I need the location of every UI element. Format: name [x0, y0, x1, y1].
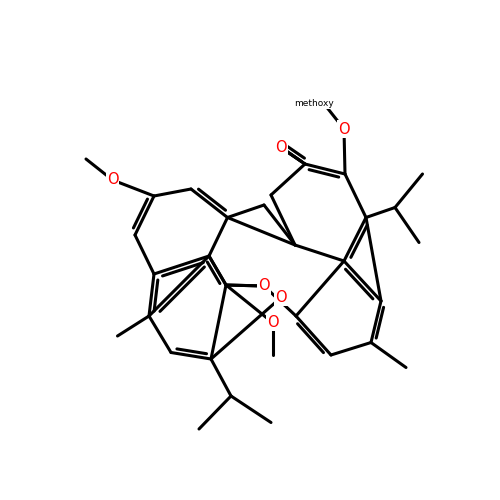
Text: O: O: [106, 172, 118, 188]
Text: O: O: [338, 122, 350, 136]
Text: O: O: [275, 140, 287, 155]
Text: O: O: [275, 140, 287, 155]
Text: O: O: [338, 122, 350, 136]
Text: O: O: [258, 278, 270, 293]
Text: O: O: [275, 290, 287, 305]
Text: O: O: [266, 315, 278, 330]
Text: O: O: [266, 315, 278, 330]
Text: O: O: [258, 278, 270, 293]
Text: O: O: [106, 172, 118, 188]
Text: methoxy: methoxy: [294, 100, 334, 108]
